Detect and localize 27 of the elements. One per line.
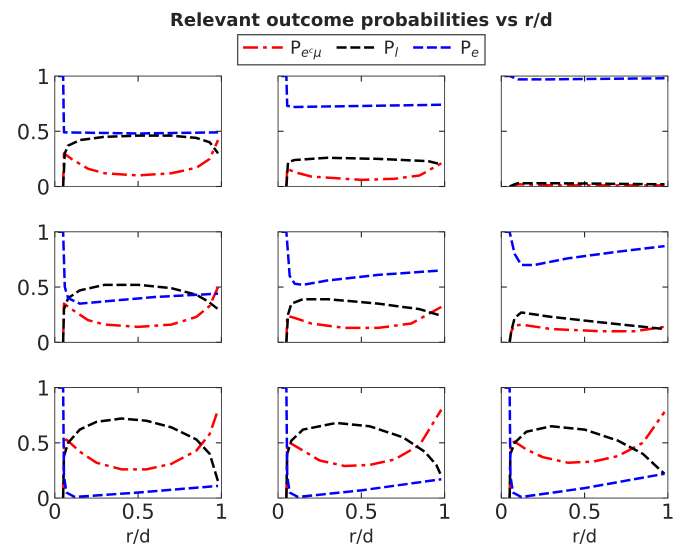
x-tick-label: 0 — [272, 503, 284, 520]
y-tick-label: 1 — [38, 68, 48, 84]
x-axis-title: r/d — [574, 528, 596, 544]
x-tick-label: 0.5 — [569, 503, 600, 520]
y-tick-label: 0 — [38, 334, 49, 350]
line-series — [56, 388, 220, 498]
x-tick-label: 0 — [496, 503, 507, 520]
y-tick-label: 0.5 — [18, 435, 48, 452]
legend-label: P$_{e}$ — [462, 40, 478, 57]
x-tick-label: 1 — [440, 504, 450, 519]
chart-title: Relevant outcome probabilities vs r/d — [172, 12, 552, 30]
x-tick-label: 1 — [217, 504, 226, 519]
x-tick-label: 0.5 — [122, 503, 153, 520]
legend-label: P$_{l}$ — [385, 40, 398, 57]
x-tick-label: 0 — [50, 503, 60, 520]
x-axis-title: r/d — [350, 528, 372, 544]
y-tick-label: 1 — [38, 380, 48, 396]
legend-label: P$_{eᶜμ}$ — [292, 40, 322, 60]
y-tick-label: 0.5 — [18, 124, 48, 140]
y-tick-label: 0 — [38, 490, 49, 506]
y-tick-label: 0.5 — [18, 280, 48, 296]
x-tick-label: 1 — [664, 504, 673, 519]
line-series — [56, 232, 220, 305]
y-tick-label: 1 — [38, 224, 48, 240]
x-axis-title: r/d — [127, 528, 149, 544]
x-tick-label: 0.5 — [346, 503, 376, 520]
y-tick-label: 0 — [38, 178, 49, 195]
